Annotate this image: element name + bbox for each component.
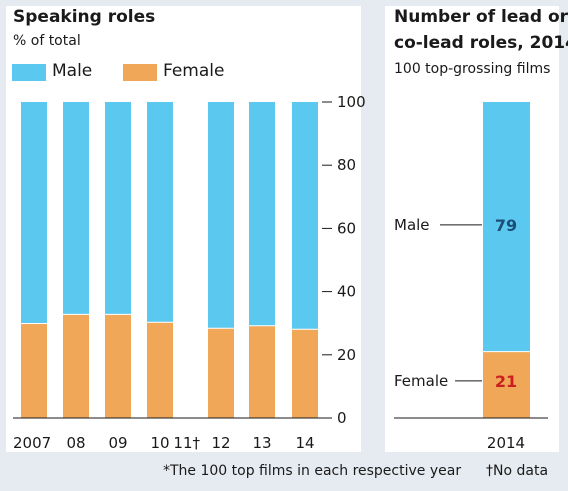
female-bar xyxy=(249,325,275,418)
female-bar xyxy=(21,323,47,418)
x-tick-label: 12 xyxy=(211,434,230,452)
x-tick-label: 08 xyxy=(66,434,85,452)
female-bar xyxy=(292,329,318,418)
legend-male-swatch xyxy=(12,64,46,81)
y-tick-label: 100 xyxy=(337,93,366,111)
female-bar xyxy=(208,328,234,418)
legend-female-label: Female xyxy=(163,61,225,81)
y-tick-label: 80 xyxy=(337,156,356,174)
lead-roles-title-line1: Number of lead or xyxy=(394,7,568,27)
footnote-dagger: †No data xyxy=(486,463,549,479)
lead-roles-subtitle: 100 top-grossing films xyxy=(394,61,551,77)
female-annotation-label: Female xyxy=(394,372,448,390)
x-tick-label: 13 xyxy=(252,434,271,452)
male-annotation-label: Male xyxy=(394,216,430,234)
footnote-asterisk: *The 100 top films in each respective ye… xyxy=(163,463,462,479)
female-bar xyxy=(147,322,173,418)
y-tick-label: 40 xyxy=(337,283,356,301)
male-bar xyxy=(292,102,318,330)
legend-male-label: Male xyxy=(52,61,93,81)
female-value-label: 21 xyxy=(495,372,517,391)
male-bar xyxy=(147,102,173,323)
x-tick-label: 10 xyxy=(150,434,169,452)
y-tick-label: 0 xyxy=(337,409,347,427)
x-tick-label: 2007 xyxy=(13,434,51,452)
male-bar xyxy=(63,102,89,315)
speaking-roles-title: Speaking roles xyxy=(13,7,156,27)
female-bar xyxy=(105,314,131,418)
female-bar xyxy=(63,314,89,418)
male-bar xyxy=(105,102,131,315)
x-tick-label: 14 xyxy=(295,434,314,452)
legend-female-swatch xyxy=(123,64,157,81)
y-tick-label: 60 xyxy=(337,219,356,237)
male-bar xyxy=(208,102,234,329)
speaking-roles-subtitle: % of total xyxy=(13,33,81,49)
male-bar xyxy=(249,102,275,326)
male-bar xyxy=(21,102,47,324)
male-value-label: 79 xyxy=(495,216,517,235)
lead-roles-title-line2: co-lead roles, 2014 xyxy=(394,33,568,53)
x-tick-label-2014: 2014 xyxy=(487,434,525,452)
female-bar-2014 xyxy=(483,351,530,418)
y-tick-label: 20 xyxy=(337,346,356,364)
male-bar-2014 xyxy=(483,102,530,352)
x-tick-label: 11† xyxy=(173,434,200,452)
x-tick-label: 09 xyxy=(108,434,127,452)
